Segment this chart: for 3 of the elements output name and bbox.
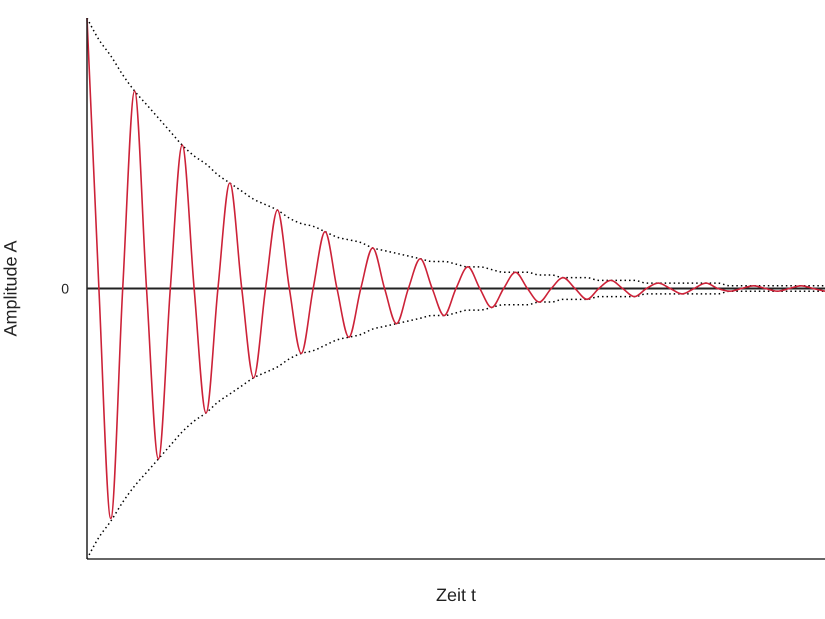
text: 0 (61, 280, 70, 296)
x-axis-title: Zeit t (436, 585, 476, 605)
y-axis-title: Amplitude A (0, 240, 20, 337)
